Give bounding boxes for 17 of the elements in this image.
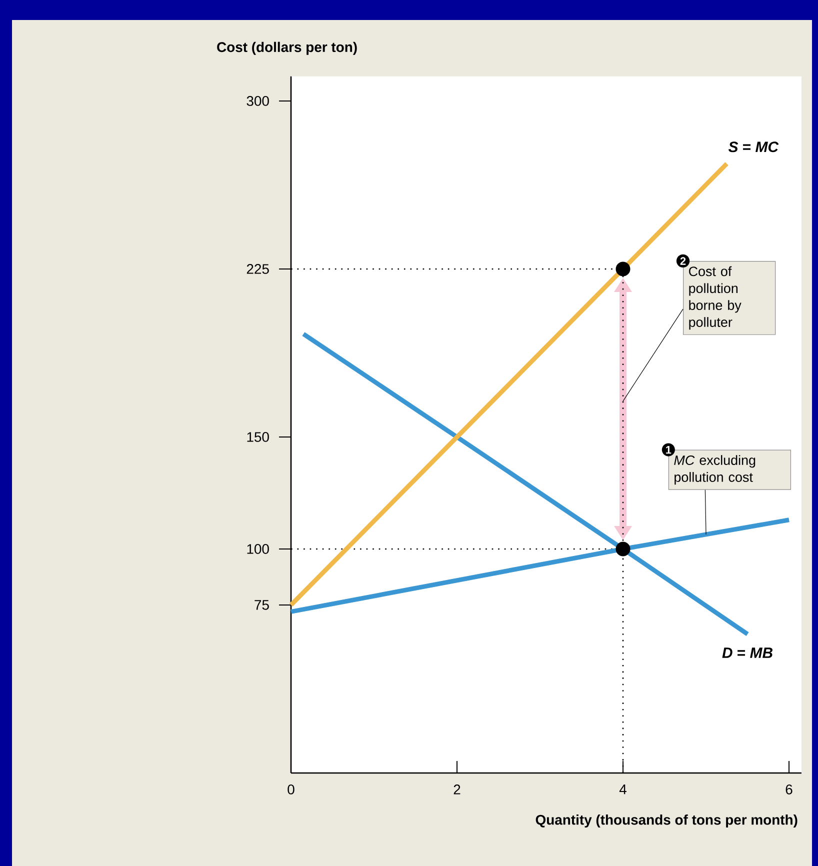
annotation: 1 [666,446,672,454]
x-tick-label: 6 [786,784,792,794]
x-axis-title: Quantity (thousands of tons per month) [536,814,798,828]
series-label: D = MB [722,648,772,658]
annotation: 2 [680,257,686,265]
x-tick-label: 4 [619,784,626,794]
text: MC excluding pollution cost [674,455,756,485]
y-tick-label: 75 [254,600,269,610]
annotation: Cost of pollution borne by polluter [688,266,742,330]
y-tick-label: 100 [247,544,269,554]
y-tick-label: 150 [247,432,269,442]
x-tick-label: 0 [288,784,294,794]
y-tick-label: 300 [246,96,269,106]
y-axis-title: Cost (dollars per ton) [217,42,357,55]
series-label: S = MC [728,142,779,152]
y-tick-label: 225 [246,264,269,274]
x-tick-label: 2 [454,784,460,794]
